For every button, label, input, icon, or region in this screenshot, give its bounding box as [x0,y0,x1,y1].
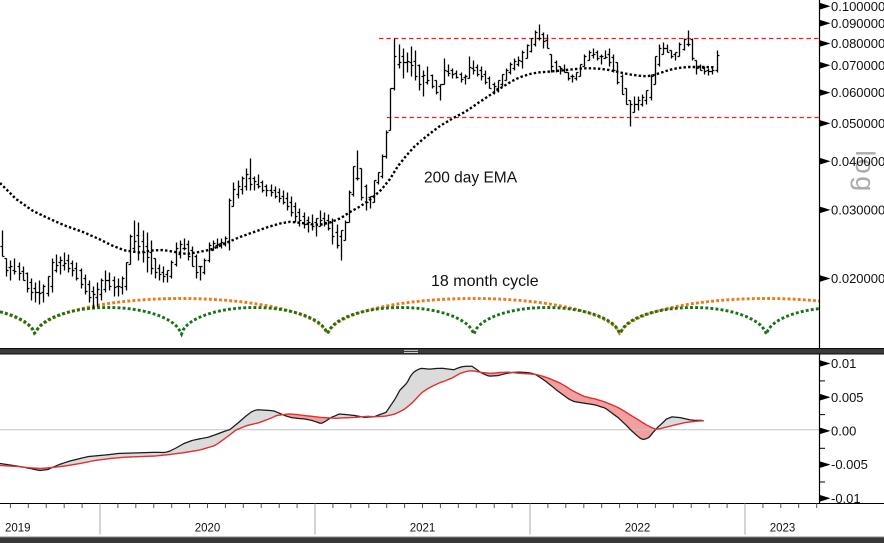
svg-text:2022: 2022 [625,523,651,535]
svg-text:2019: 2019 [5,523,31,535]
svg-text:0.100000: 0.100000 [831,0,884,14]
svg-text:200 day EMA: 200 day EMA [424,170,518,187]
svg-text:2021: 2021 [410,523,436,535]
svg-text:0.01: 0.01 [831,356,856,371]
svg-text:0.050000: 0.050000 [831,116,884,131]
svg-text:0.030000: 0.030000 [831,203,884,218]
svg-text:18 month cycle: 18 month cycle [431,273,539,290]
svg-text:0.040000: 0.040000 [831,154,884,169]
svg-text:0.080000: 0.080000 [831,36,884,51]
svg-text:0.020000: 0.020000 [831,271,884,286]
svg-text:0.070000: 0.070000 [831,58,884,73]
svg-text:0.005: 0.005 [831,390,864,405]
svg-text:0.060000: 0.060000 [831,85,884,100]
svg-text:log: log [850,150,880,194]
svg-text:-0.005: -0.005 [831,457,868,472]
svg-text:0.090000: 0.090000 [831,16,884,31]
svg-text:-0.01: -0.01 [831,491,861,506]
svg-text:2020: 2020 [195,523,221,535]
svg-text:0.00: 0.00 [831,424,856,439]
svg-text:2023: 2023 [770,523,796,535]
